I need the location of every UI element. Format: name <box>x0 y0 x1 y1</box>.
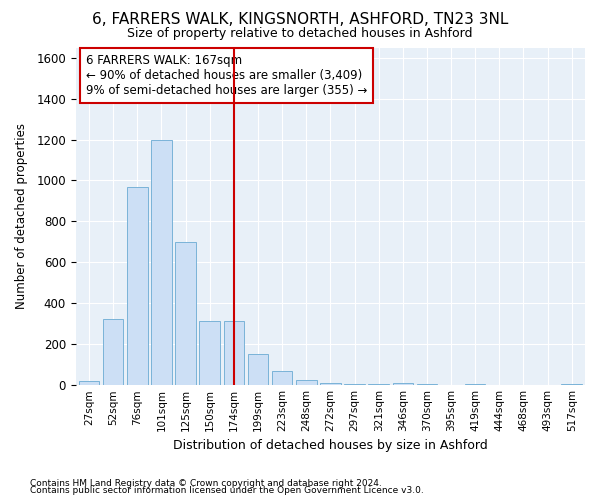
Bar <box>296 380 317 385</box>
Bar <box>103 320 124 385</box>
Bar <box>465 384 485 385</box>
Bar <box>175 242 196 385</box>
Bar <box>562 384 582 385</box>
Bar <box>272 370 292 385</box>
Bar <box>224 322 244 385</box>
Bar <box>320 383 341 385</box>
Bar <box>127 186 148 385</box>
Bar <box>151 140 172 385</box>
Text: Size of property relative to detached houses in Ashford: Size of property relative to detached ho… <box>127 28 473 40</box>
Bar <box>392 383 413 385</box>
Bar <box>79 381 100 385</box>
Text: Contains public sector information licensed under the Open Government Licence v3: Contains public sector information licen… <box>30 486 424 495</box>
Text: 6, FARRERS WALK, KINGSNORTH, ASHFORD, TN23 3NL: 6, FARRERS WALK, KINGSNORTH, ASHFORD, TN… <box>92 12 508 28</box>
Text: Contains HM Land Registry data © Crown copyright and database right 2024.: Contains HM Land Registry data © Crown c… <box>30 478 382 488</box>
Bar <box>248 354 268 385</box>
Text: 6 FARRERS WALK: 167sqm
← 90% of detached houses are smaller (3,409)
9% of semi-d: 6 FARRERS WALK: 167sqm ← 90% of detached… <box>86 54 367 97</box>
X-axis label: Distribution of detached houses by size in Ashford: Distribution of detached houses by size … <box>173 440 488 452</box>
Bar <box>199 322 220 385</box>
Y-axis label: Number of detached properties: Number of detached properties <box>15 123 28 309</box>
